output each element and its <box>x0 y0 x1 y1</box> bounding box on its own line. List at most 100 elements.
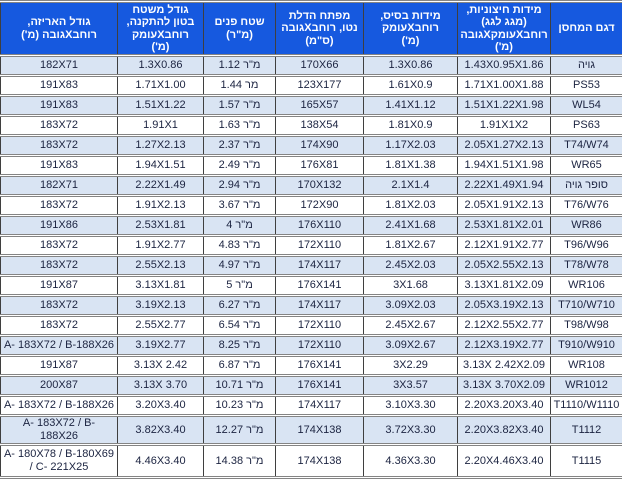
cell-external: 3.13X 3.70X2.09 <box>457 374 551 397</box>
cell-external: 1.94X1.51X1.98 <box>457 154 551 177</box>
cell-base: 2.41X1.68 <box>363 214 458 237</box>
cell-model: PS53 <box>550 74 622 97</box>
cell-concrete: 2.22X1.49 <box>117 174 204 197</box>
cell-package: 183X72 <box>0 294 118 317</box>
cell-concrete: 1.91X2.77 <box>117 234 204 257</box>
header-cell-door: מפתח הדלת נטו, רוחבXגובה (ס"מ) <box>275 0 364 57</box>
cell-base: 4.36X3.30 <box>363 443 458 479</box>
cell-door: 170X66 <box>275 54 364 77</box>
cell-package: 182X71 <box>0 54 118 77</box>
cell-model: WR86 <box>550 214 622 237</box>
cell-area: 14.38 מ"ר <box>203 443 276 479</box>
cell-external: 1.91X1X2 <box>457 114 551 137</box>
cell-door: 174X138 <box>275 443 364 479</box>
cell-concrete: 3.13X1.81 <box>117 274 204 297</box>
table-row: WR106 3.13X1.81X2.09 3X1.68 176X141 5 מ"ר 3.1… <box>0 274 622 297</box>
cell-model: T76/W76 <box>550 194 622 217</box>
cell-external: 2.05X2.55X2.13 <box>457 254 551 277</box>
cell-door: 172X110 <box>275 234 364 257</box>
table-row: T910/W910 2.12X3.19X2.77 3.09X2.67 172X110 8… <box>0 334 622 357</box>
cell-concrete: 3.19X2.77 <box>117 334 204 357</box>
cell-area: 1.12 מ"ר <box>203 54 276 77</box>
table-row: T78/W78 2.05X2.55X2.13 2.45X2.03 174X117 4.9… <box>0 254 622 277</box>
cell-area: 10.71 מ"ר <box>203 374 276 397</box>
cell-door: 176X110 <box>275 214 364 237</box>
cell-concrete: 1.27X2.13 <box>117 134 204 157</box>
table-row: WL54 1.51X1.22X1.98 1.41X1.12 165X57 1.57 מ"… <box>0 94 622 117</box>
header-row: דגם המחסן מידות חיצוניות, (מגג לגג) רוחבX… <box>0 0 622 57</box>
cell-external: 2.05X1.91X2.13 <box>457 194 551 217</box>
cell-external: 3.13X 2.42X2.09 <box>457 354 551 377</box>
cell-model: WR65 <box>550 154 622 177</box>
cell-door: 123X177 <box>275 74 364 97</box>
cell-door: 176X141 <box>275 354 364 377</box>
cell-concrete: 1.91X1 <box>117 114 204 137</box>
cell-area: 2.49 מ"ר <box>203 154 276 177</box>
cell-concrete: 4.46X3.40 <box>117 443 204 479</box>
table-row: WR86 2.53X1.81X2.01 2.41X1.68 176X110 4 מ"ר 2… <box>0 214 622 237</box>
cell-model: T98/W98 <box>550 314 622 337</box>
cell-external: 2.22X1.49X1.94 <box>457 174 551 197</box>
cell-package: 183X72 <box>0 134 118 157</box>
cell-area: 12.27 מ"ר <box>203 414 276 446</box>
header-cell-area: שטח פנים (מ"ר) <box>203 0 276 57</box>
cell-model: T710/W710 <box>550 294 622 317</box>
cell-concrete: 2.55X2.77 <box>117 314 204 337</box>
cell-package: 191X83 <box>0 74 118 97</box>
table-row: PS53 1.71X1.00X1.88 1.61X0.9 123X177 1.44 מר… <box>0 74 622 97</box>
cell-external: 2.05X1.27X2.13 <box>457 134 551 157</box>
table-row: T1110/W1110 2.20X3.20X3.40 3.10X3.30 174X11… <box>0 394 622 417</box>
header-cell-base: מידות בסיס, רוחבXעומק (מ') <box>363 0 458 57</box>
cell-area: 5 מ"ר <box>203 274 276 297</box>
cell-package: A- 183X72 / B-188X26 <box>0 394 118 417</box>
cell-base: 1.81X2.67 <box>363 234 458 257</box>
cell-model: T78/W78 <box>550 254 622 277</box>
cell-base: 2.1X1.4 <box>363 174 458 197</box>
cell-area: 3.67 מ"ר <box>203 194 276 217</box>
table-row: PS63 1.91X1X2 1.81X0.9 138X54 1.63 מ"ר 1.91X1… <box>0 114 622 137</box>
cell-base: 3.72X3.30 <box>363 414 458 446</box>
table-row: T76/W76 2.05X1.91X2.13 1.81X2.03 172X90 3.67… <box>0 194 622 217</box>
cell-package: 191X87 <box>0 354 118 377</box>
cell-door: 172X90 <box>275 194 364 217</box>
cell-door: 172X110 <box>275 334 364 357</box>
cell-concrete: 2.53X1.81 <box>117 214 204 237</box>
cell-area: 10.23 מ"ר <box>203 394 276 417</box>
cell-external: 1.71X1.00X1.88 <box>457 74 551 97</box>
table-row: T1115 2.20X4.46X3.40 4.36X3.30 174X138 14.38… <box>0 443 622 479</box>
cell-model: גויה <box>550 54 622 77</box>
table-row: WR65 1.94X1.51X1.98 1.81X1.38 176X81 2.49 מ"… <box>0 154 622 177</box>
table-row: T710/W710 2.05X3.19X2.13 3.09X2.03 174X117 6… <box>0 294 622 317</box>
cell-area: 2.37 מ"ר <box>203 134 276 157</box>
table-row: WR1012 3.13X 3.70X2.09 3X3.57 176X141 10.71 … <box>0 374 622 397</box>
cell-door: 174X90 <box>275 134 364 157</box>
cell-door: 174X117 <box>275 394 364 417</box>
cell-model: T96/W96 <box>550 234 622 257</box>
table-header: דגם המחסן מידות חיצוניות, (מגג לגג) רוחבX… <box>0 0 622 57</box>
cell-model: WR106 <box>550 274 622 297</box>
cell-package: 191X83 <box>0 154 118 177</box>
cell-external: 2.12X1.91X2.77 <box>457 234 551 257</box>
cell-external: 2.53X1.81X2.01 <box>457 214 551 237</box>
cell-area: 4.83 מ"ר <box>203 234 276 257</box>
cell-area: 1.57 מ"ר <box>203 94 276 117</box>
cell-package: 191X83 <box>0 94 118 117</box>
cell-concrete: 3.13X 2.42 <box>117 354 204 377</box>
cell-model: WR108 <box>550 354 622 377</box>
cell-door: 170X132 <box>275 174 364 197</box>
cell-concrete: 3.13X 3.70 <box>117 374 204 397</box>
header-cell-external: מידות חיצוניות, (מגג לגג) רוחבXעומקXגובה… <box>457 0 551 57</box>
cell-base: 1.41X1.12 <box>363 94 458 117</box>
cell-door: 138X54 <box>275 114 364 137</box>
table-row: T1112 2.20X3.82X3.40 3.72X3.30 174X138 12.27… <box>0 414 622 446</box>
cell-package: 183X72 <box>0 254 118 277</box>
table-row: T96/W96 2.12X1.91X2.77 1.81X2.67 172X110 4.8… <box>0 234 622 257</box>
cell-base: 3.10X3.30 <box>363 394 458 417</box>
cell-area: 1.44 מר <box>203 74 276 97</box>
table-row: T74/W74 2.05X1.27X2.13 1.17X2.03 174X90 2.37… <box>0 134 622 157</box>
cell-base: 1.81X0.9 <box>363 114 458 137</box>
cell-base: 3.09X2.03 <box>363 294 458 317</box>
cell-area: 6.54 מ"ר <box>203 314 276 337</box>
cell-base: 1.61X0.9 <box>363 74 458 97</box>
